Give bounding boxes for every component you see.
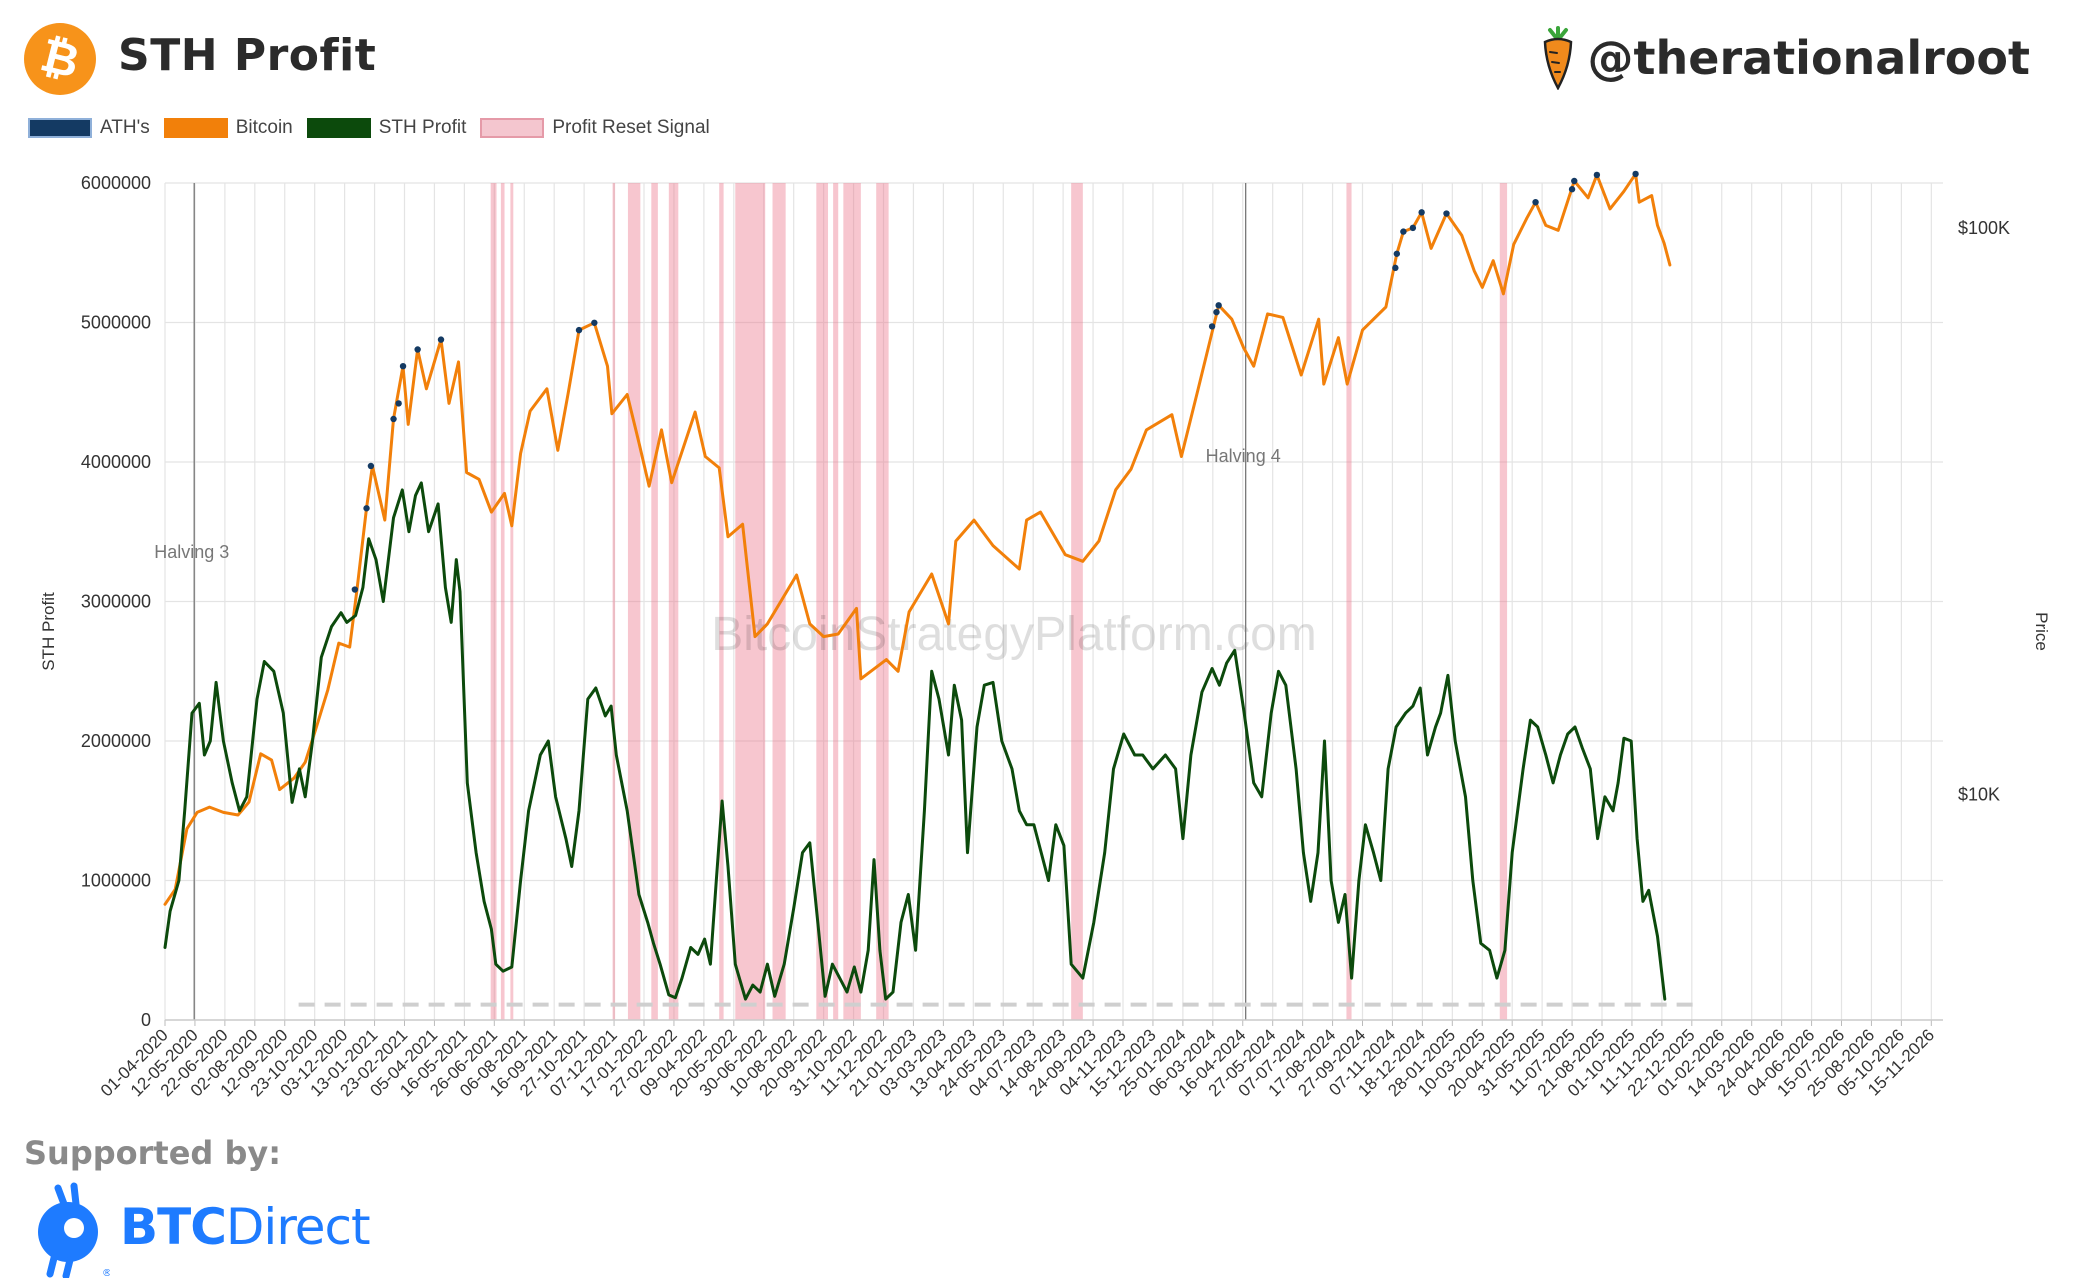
profit-reset-signal-band <box>651 183 658 1020</box>
series-line-bitcoin <box>163 172 1672 906</box>
author-handle-text: @therationalroot <box>1587 31 2030 85</box>
profit-reset-signal-band <box>719 183 724 1020</box>
carrot-icon <box>1543 26 1572 90</box>
ath-marker <box>1632 170 1639 178</box>
profit-reset-signal-band <box>510 183 514 1020</box>
y-left-tick-label: 1000000 <box>81 871 151 891</box>
bitcoin-logo-icon: ₿ <box>24 23 96 95</box>
btcdirect-logo-icon[interactable]: ® <box>30 1182 110 1278</box>
author-handle[interactable]: @therationalroot <box>1540 26 2030 90</box>
y-right-tick-label: $10K <box>1958 785 2000 805</box>
btcdirect-wordmark[interactable]: BTCDirect <box>120 1198 371 1256</box>
legend-label-sth-profit: STH Profit <box>378 117 467 138</box>
header: ₿ STH Profit @therationalroot <box>0 0 2080 110</box>
legend-swatch-sth-profit <box>306 118 371 138</box>
legend-item-sth-profit[interactable]: STH Profit <box>306 117 467 139</box>
ath-marker <box>1593 171 1601 179</box>
profit-reset-signal-band <box>843 183 861 1020</box>
ath-marker <box>367 462 375 470</box>
halving-label: Halving 3 <box>154 542 229 562</box>
ath-marker <box>591 319 598 326</box>
profit-reset-signal-band <box>490 183 497 1020</box>
profit-reset-signal-band <box>500 183 505 1020</box>
ath-marker <box>399 362 407 370</box>
ath-marker <box>351 586 359 593</box>
ath-marker <box>1392 264 1399 272</box>
btcdirect-wordmark-light: Direct <box>225 1198 371 1256</box>
ath-marker <box>1215 302 1222 309</box>
ath-marker <box>390 415 397 423</box>
legend-swatch-profit-reset <box>480 118 545 138</box>
ath-marker <box>1571 177 1578 185</box>
legend-item-aths[interactable]: ATH's <box>28 117 150 139</box>
axis-layer: 0 1000000 2000000 3000000 4000000 5000000 6000… <box>39 173 2051 1100</box>
ath-marker <box>1208 323 1216 330</box>
profit-reset-signal-band <box>876 183 889 1020</box>
ath-marker <box>1568 186 1576 193</box>
y-left-axis-title: STH Profit <box>39 592 58 671</box>
page-title: STH Profit <box>118 30 377 81</box>
y-left-tick-label: 2000000 <box>81 731 151 751</box>
sth-profit-chart: BitcoinStrategyPlatform.com Halving 3Hal… <box>39 170 2051 1100</box>
y-left-tick-label: 6000000 <box>81 173 151 193</box>
profit-reset-signal-band <box>1346 183 1352 1020</box>
legend-label-bitcoin: Bitcoin <box>235 117 293 138</box>
legend-item-profit-reset[interactable]: Profit Reset Signal <box>480 117 710 139</box>
ath-marker <box>575 326 583 334</box>
profit-reset-signal-band <box>1071 183 1083 1020</box>
halving-layer: Halving 3 Halving 4 <box>154 183 1281 1020</box>
ath-marker <box>414 346 421 353</box>
supported-by-label: Supported by: <box>24 1134 282 1172</box>
chart-legend: ATH's Bitcoin STH Profit Profit Reset Si… <box>28 116 724 140</box>
y-right-tick-label: $100K <box>1958 218 2010 238</box>
ath-marker <box>1393 250 1401 257</box>
grid-layer <box>164 182 1943 1021</box>
series-layer <box>163 170 1672 1001</box>
svg-text:®: ® <box>102 1268 110 1278</box>
ath-marker <box>1532 198 1539 206</box>
y-right-axis-title: Price <box>2032 612 2051 651</box>
ath-marker <box>437 336 445 343</box>
legend-item-bitcoin[interactable]: Bitcoin <box>163 117 293 139</box>
legend-swatch-aths <box>28 118 92 138</box>
ath-marker <box>1443 210 1450 217</box>
profit-reset-signal-band <box>627 183 641 1020</box>
ath-marker <box>1418 209 1425 216</box>
y-left-tick-label: 5000000 <box>81 313 151 333</box>
sponsor-footer: Supported by: ® BTCDirect <box>0 1120 700 1280</box>
legend-swatch-bitcoin <box>163 118 228 138</box>
profit-reset-signal-band <box>1499 183 1508 1020</box>
watermark-text: BitcoinStrategyPlatform.com <box>711 608 1317 661</box>
profit-reset-signal-band <box>833 183 839 1020</box>
ath-marker <box>1409 224 1417 232</box>
series-line-sth-profit <box>163 481 1667 1001</box>
halving-label: Halving 4 <box>1206 446 1281 466</box>
ath-marker <box>1400 228 1407 235</box>
y-left-tick-label: 4000000 <box>81 452 151 472</box>
legend-label-aths: ATH's <box>100 117 150 138</box>
profit-reset-signal-band <box>668 183 679 1020</box>
btcdirect-wordmark-bold: BTC <box>120 1198 227 1256</box>
profit-reset-signal-band <box>816 183 829 1020</box>
legend-label-profit-reset: Profit Reset Signal <box>552 117 710 138</box>
watermark-layer: BitcoinStrategyPlatform.com <box>711 608 1317 661</box>
ath-marker <box>1213 308 1220 316</box>
y-left-tick-label: 0 <box>141 1010 151 1030</box>
profit-reset-signal-band <box>612 183 616 1020</box>
y-left-tick-label: 3000000 <box>81 592 151 612</box>
ath-marker <box>363 505 370 512</box>
ath-marker <box>395 400 402 407</box>
